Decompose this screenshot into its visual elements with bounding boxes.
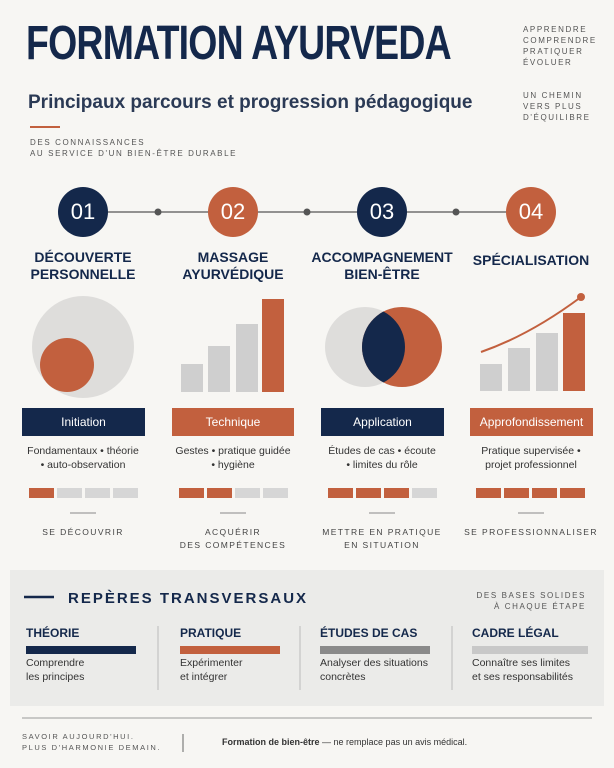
description: Pratique supervisée • projet professionne… — [456, 444, 606, 472]
text: BIEN-ÊTRE — [344, 266, 420, 282]
text: Connaître ses limites — [472, 657, 571, 669]
text: Comprendre — [26, 657, 85, 669]
accent — [30, 126, 60, 128]
text: Pratique supervisée • — [481, 445, 581, 457]
level: Application — [321, 408, 444, 436]
item-title: THÉORIE — [26, 626, 80, 640]
icon — [325, 307, 442, 387]
text: Fondamentaux • théorie — [27, 445, 139, 457]
step-title: SPÉCIALISATION — [456, 252, 606, 269]
text: • limites du rôle — [346, 459, 418, 471]
subtitle: Principaux parcours et progression pédag… — [28, 92, 473, 113]
item-title: PRATIQUE — [180, 626, 242, 640]
item-title: CADRE LÉGAL — [472, 626, 559, 640]
step-number: 04 — [506, 187, 556, 237]
item: ÉTUDES DE CAS Analyser des situations conc… — [320, 626, 428, 684]
text: ACQUÉRIR — [204, 527, 262, 537]
text: AU SERVICE D'UN BIEN-ÊTRE DURABLE — [30, 149, 238, 158]
description: Gestes • pratique guidée • hygiène — [158, 444, 308, 472]
text: DES BASES SOLIDES — [476, 591, 586, 600]
icon — [40, 338, 94, 392]
text: METTRE EN PRATIQUE — [322, 527, 442, 537]
level: Initiation — [22, 408, 145, 436]
panel — [10, 570, 604, 706]
outcome: SE PROFESSIONNALISER — [456, 526, 606, 539]
dot — [303, 208, 311, 216]
text: COMPRENDRE — [523, 36, 597, 45]
text: PRATIQUER — [523, 47, 584, 56]
level: Technique — [172, 408, 294, 436]
text: DES COMPÉTENCES — [179, 540, 287, 550]
icon — [480, 293, 585, 391]
text: MASSAGE — [197, 249, 269, 265]
step-number: 03 — [357, 187, 407, 237]
icon — [181, 299, 284, 392]
text: D'ÉQUILIBRE — [523, 113, 591, 122]
text: • auto-observation — [40, 459, 126, 471]
progress — [29, 488, 585, 514]
text: PERSONNELLE — [30, 266, 136, 282]
outcome: SE DÉCOUVRIR — [8, 526, 158, 539]
brand: Formation de bien-être — [222, 737, 320, 747]
text: DES CONNAISSANCES — [30, 138, 146, 147]
outcome: METTRE EN PRATIQUE EN SITUATION — [307, 526, 457, 552]
step-title: MASSAGE AYURVÉDIQUE — [158, 249, 308, 283]
step-title: ACCOMPAGNEMENT BIEN-ÊTRE — [307, 249, 457, 283]
description: Études de cas • écoute • limites du rôle — [307, 444, 457, 472]
step-number: 02 — [208, 187, 258, 237]
dot — [154, 208, 162, 216]
dot — [452, 208, 460, 216]
text: les principes — [26, 671, 85, 683]
text: ÉVOLUER — [523, 58, 573, 67]
side-top: APPRENDRE COMPRENDRE PRATIQUER ÉVOLUER — [523, 24, 597, 68]
item: PRATIQUE Expérimenter et intégrer — [180, 626, 242, 684]
outcome: ACQUÉRIR DES COMPÉTENCES — [158, 526, 308, 552]
text: concrètes — [320, 671, 366, 683]
text: À CHAQUE ÉTAPE — [493, 602, 586, 611]
text: PLUS D'HARMONIE DEMAIN. — [22, 743, 162, 752]
side-bottom: UN CHEMIN VERS PLUS D'ÉQUILIBRE — [523, 90, 591, 123]
text: Expérimenter — [180, 657, 243, 669]
text: SE DÉCOUVRIR — [42, 527, 124, 537]
divider — [157, 626, 453, 690]
footer-note: Formation de bien-être — ne remplace pas… — [222, 737, 467, 747]
item: THÉORIE Comprendre les principes — [26, 626, 84, 684]
text: AYURVÉDIQUE — [182, 266, 284, 282]
section-note: DES BASES SOLIDES À CHAQUE ÉTAPE — [477, 590, 586, 612]
text: et ses responsabilités — [472, 671, 573, 683]
step-title: DÉCOUVERTE PERSONNELLE — [8, 249, 158, 283]
text: SPÉCIALISATION — [472, 252, 590, 268]
text: et intégrer — [180, 671, 228, 683]
text: ACCOMPAGNEMENT — [311, 249, 453, 265]
item-title: ÉTUDES DE CAS — [320, 626, 418, 640]
description: Fondamentaux • théorie • auto-observation — [8, 444, 158, 472]
section-title: REPÈRES TRANSVERSAUX — [68, 590, 309, 607]
text: • hygiène — [211, 459, 255, 471]
text: Analyser des situations — [320, 657, 428, 669]
step-number: 01 — [58, 187, 108, 237]
text: APPRENDRE — [523, 25, 588, 34]
text: VERS PLUS — [523, 102, 583, 111]
text: Études de cas • écoute — [328, 445, 436, 457]
text: UN CHEMIN — [523, 91, 583, 100]
disclaimer: — ne remplace pas un avis médical. — [322, 737, 468, 747]
item: CADRE LÉGAL Connaître ses limites et ses r… — [472, 626, 573, 684]
text: SE PROFESSIONNALISER — [464, 527, 598, 537]
text: SAVOIR AUJOURD'HUI. — [22, 732, 135, 741]
text: Gestes • pratique guidée — [175, 445, 291, 457]
title: FORMATION AYURVEDA — [26, 17, 452, 70]
text: EN SITUATION — [344, 540, 420, 550]
text: projet professionnel — [485, 459, 577, 471]
level: Approfondissement — [470, 408, 593, 436]
text: DÉCOUVERTE — [34, 249, 132, 265]
footer-left: SAVOIR AUJOURD'HUI. PLUS D'HARMONIE DEMAI… — [22, 731, 161, 753]
tagline: DES CONNAISSANCES AU SERVICE D'UN BIEN-ÊT… — [30, 137, 237, 159]
bars — [26, 646, 588, 654]
